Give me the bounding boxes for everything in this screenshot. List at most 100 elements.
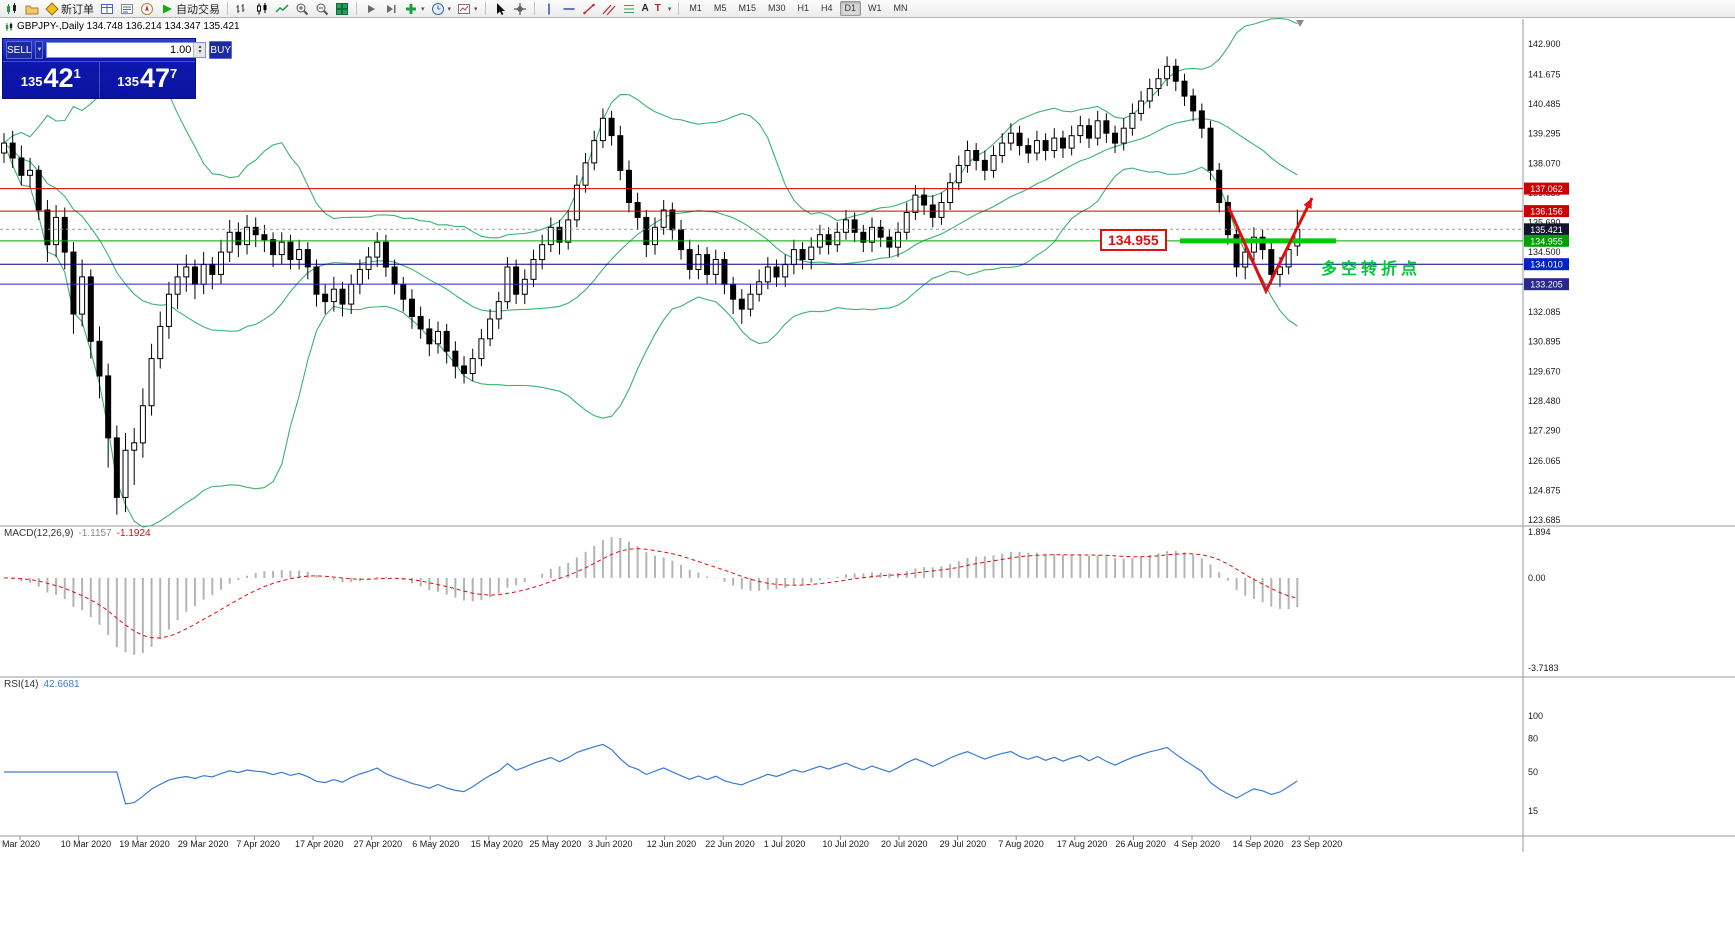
timeframe-m1-button[interactable]: M1 (689, 3, 702, 13)
candle (105, 375, 112, 439)
dropdown-caret-icon: ▾ (447, 5, 452, 13)
sell-price-point: 1 (73, 66, 81, 81)
macd-axis-label: 0.00 (1528, 573, 1546, 583)
timeframe-h4-button[interactable]: H4 (820, 3, 833, 13)
date-axis-label: 29 Jul 2020 (940, 839, 987, 849)
candle (947, 182, 954, 203)
shift-marker-icon (1296, 20, 1304, 27)
vertical-line-icon (547, 3, 550, 14)
timeframe-toolbar: M1 M5 M15 M30 H1 H4 D1 W1 MN (683, 1, 913, 16)
candle (244, 226, 251, 246)
toolbar-separator (533, 2, 535, 15)
turning-point-note[interactable]: 多空转折点 (1321, 255, 1421, 279)
bar-chart-type-button[interactable] (232, 0, 252, 18)
candle (669, 209, 676, 231)
candle (469, 358, 476, 375)
channel-tool-button[interactable] (599, 0, 619, 18)
date-axis[interactable]: Mar 2020 10 Mar 2020 19 Mar 2020 29 Mar 202… (2, 836, 1342, 849)
timeframe-m15-button[interactable]: M15 (738, 3, 756, 13)
buy-price-button[interactable]: 135 47 7 (100, 62, 196, 98)
profiles-button[interactable] (22, 0, 42, 18)
add-indicator-button[interactable]: ▾ (401, 0, 428, 18)
cursor-tool-button[interactable] (490, 0, 510, 18)
timeframe-w1-button[interactable]: W1 (868, 3, 882, 13)
buy-button[interactable]: BUY (209, 41, 232, 59)
timeframe-d1-button[interactable]: D1 (839, 1, 862, 16)
price-axis[interactable]: 142.900141.675140.485139.295138.070136.8… (1528, 39, 1561, 525)
candle (912, 194, 919, 213)
buy-price-point: 7 (170, 66, 178, 81)
sell-options-dropdown[interactable]: ▼ (35, 41, 44, 59)
timeframe-mn-button[interactable]: MN (893, 3, 908, 13)
candle (747, 293, 754, 310)
candle (660, 209, 667, 228)
price-callout-label[interactable]: 134.955 (1100, 229, 1167, 251)
candle (330, 288, 337, 303)
rsi-axis-label: 15 (1528, 806, 1538, 816)
new-order-button[interactable]: 新订单 (42, 0, 97, 18)
spin-down-icon[interactable]: ▼ (197, 49, 203, 55)
arrows-tool-button[interactable]: ▾ (664, 0, 675, 18)
templates-button[interactable]: ▾ (454, 0, 481, 18)
sell-price-button[interactable]: 135 42 1 (3, 62, 100, 98)
candle (1007, 132, 1014, 144)
price-tag (1524, 182, 1569, 195)
volume-spinner[interactable]: ▲ ▼ (193, 43, 206, 57)
navigator-button[interactable] (137, 0, 157, 18)
data-window-button[interactable] (117, 0, 137, 18)
vertical-line-tool-button[interactable] (539, 0, 559, 18)
candle (547, 226, 554, 246)
bollinger-band-line (3, 117, 1298, 332)
auto-trading-button[interactable]: 自动交易 (157, 0, 223, 18)
tile-windows-button[interactable] (332, 0, 352, 18)
market-watch-button[interactable] (97, 0, 117, 18)
candle (738, 298, 745, 310)
candle (921, 194, 928, 206)
price-axis-label: 141.675 (1528, 69, 1561, 79)
spin-up-icon[interactable]: ▲ (197, 44, 203, 50)
text-tool-button[interactable]: A (639, 0, 652, 18)
label-tool-button[interactable]: T (652, 0, 664, 18)
candle (591, 140, 598, 164)
candle (96, 340, 103, 377)
label-tool-icon: T (654, 3, 661, 14)
price-axis-label: 142.900 (1528, 39, 1561, 49)
macd-name: MACD(12,26,9) (4, 528, 74, 539)
zoom-in-button[interactable] (292, 0, 312, 18)
candle (1181, 80, 1188, 97)
new-chart-button[interactable] (2, 0, 22, 18)
candle (834, 231, 841, 246)
candle (513, 266, 520, 295)
trendline-tool-button[interactable] (579, 0, 599, 18)
crosshair-tool-button[interactable] (510, 0, 530, 18)
line-chart-type-button[interactable] (272, 0, 292, 18)
candle (617, 135, 624, 171)
candle (131, 442, 138, 451)
candle (842, 219, 849, 233)
fibonacci-tool-button[interactable] (619, 0, 639, 18)
price-axis-label: 124.875 (1528, 486, 1561, 496)
start-tester-button[interactable] (361, 0, 381, 18)
timeframe-m30-button[interactable]: M30 (767, 3, 786, 13)
candle (756, 281, 763, 295)
candle-chart-type-button[interactable] (252, 0, 272, 18)
volume-input[interactable] (47, 43, 194, 57)
sell-button[interactable]: SELL (6, 41, 33, 59)
zoom-out-button[interactable] (312, 0, 332, 18)
candle (1042, 140, 1049, 152)
periods-button[interactable]: ▾ (428, 0, 455, 18)
text-tool-icon: A (641, 3, 649, 14)
candle (461, 365, 468, 374)
timeframe-m5-button[interactable]: M5 (713, 3, 727, 13)
chart-annotations[interactable] (1180, 20, 1336, 295)
date-axis-label: 4 Sep 2020 (1174, 839, 1220, 849)
candle (973, 150, 980, 161)
step-forward-button[interactable] (381, 0, 401, 18)
horizontal-line-tool-button[interactable] (559, 0, 579, 18)
candle (877, 226, 884, 238)
timeframe-h1-button[interactable]: H1 (797, 3, 809, 13)
candle (1207, 127, 1214, 171)
candle (539, 244, 546, 261)
